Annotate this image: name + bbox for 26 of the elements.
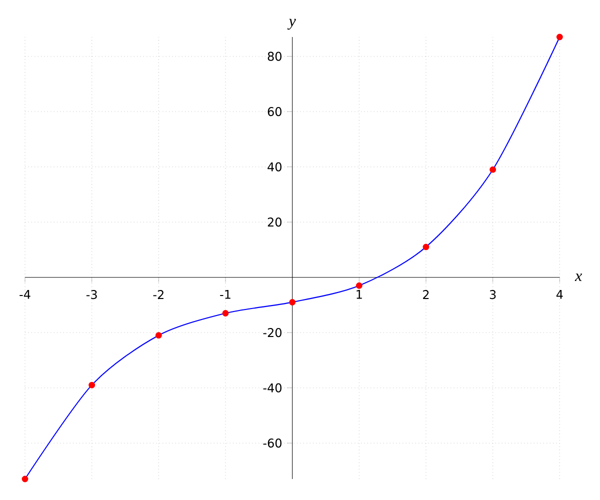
y-tick-label: 40 [268, 162, 282, 172]
y-axis-title: y [287, 18, 296, 30]
point [422, 244, 430, 250]
point [356, 282, 362, 289]
x-tick-label: -3 [86, 290, 97, 300]
x-tick-label: 4 [556, 290, 563, 299]
y-tick-label: -20 [263, 328, 282, 338]
x-axis-title: x [574, 274, 582, 282]
point [289, 299, 296, 306]
y-tick-label: 20 [268, 218, 282, 227]
x-tick-label: 2 [423, 290, 429, 299]
y-tick-label: 80 [268, 52, 282, 61]
point [88, 382, 96, 388]
point [556, 34, 563, 40]
y-tick-label: -60 [263, 438, 282, 448]
x-tick-label: -1 [220, 290, 230, 299]
y-tick-label: -40 [263, 383, 282, 392]
x-tick-label: -2 [153, 290, 164, 299]
point [155, 332, 162, 339]
x-tick-label: -4 [20, 290, 30, 299]
point [490, 166, 496, 173]
point [222, 310, 229, 316]
x-tick-label: 1 [356, 290, 362, 299]
y-tick-label: 60 [268, 107, 282, 116]
x-tick-label: 3 [490, 290, 496, 300]
point [22, 476, 28, 482]
